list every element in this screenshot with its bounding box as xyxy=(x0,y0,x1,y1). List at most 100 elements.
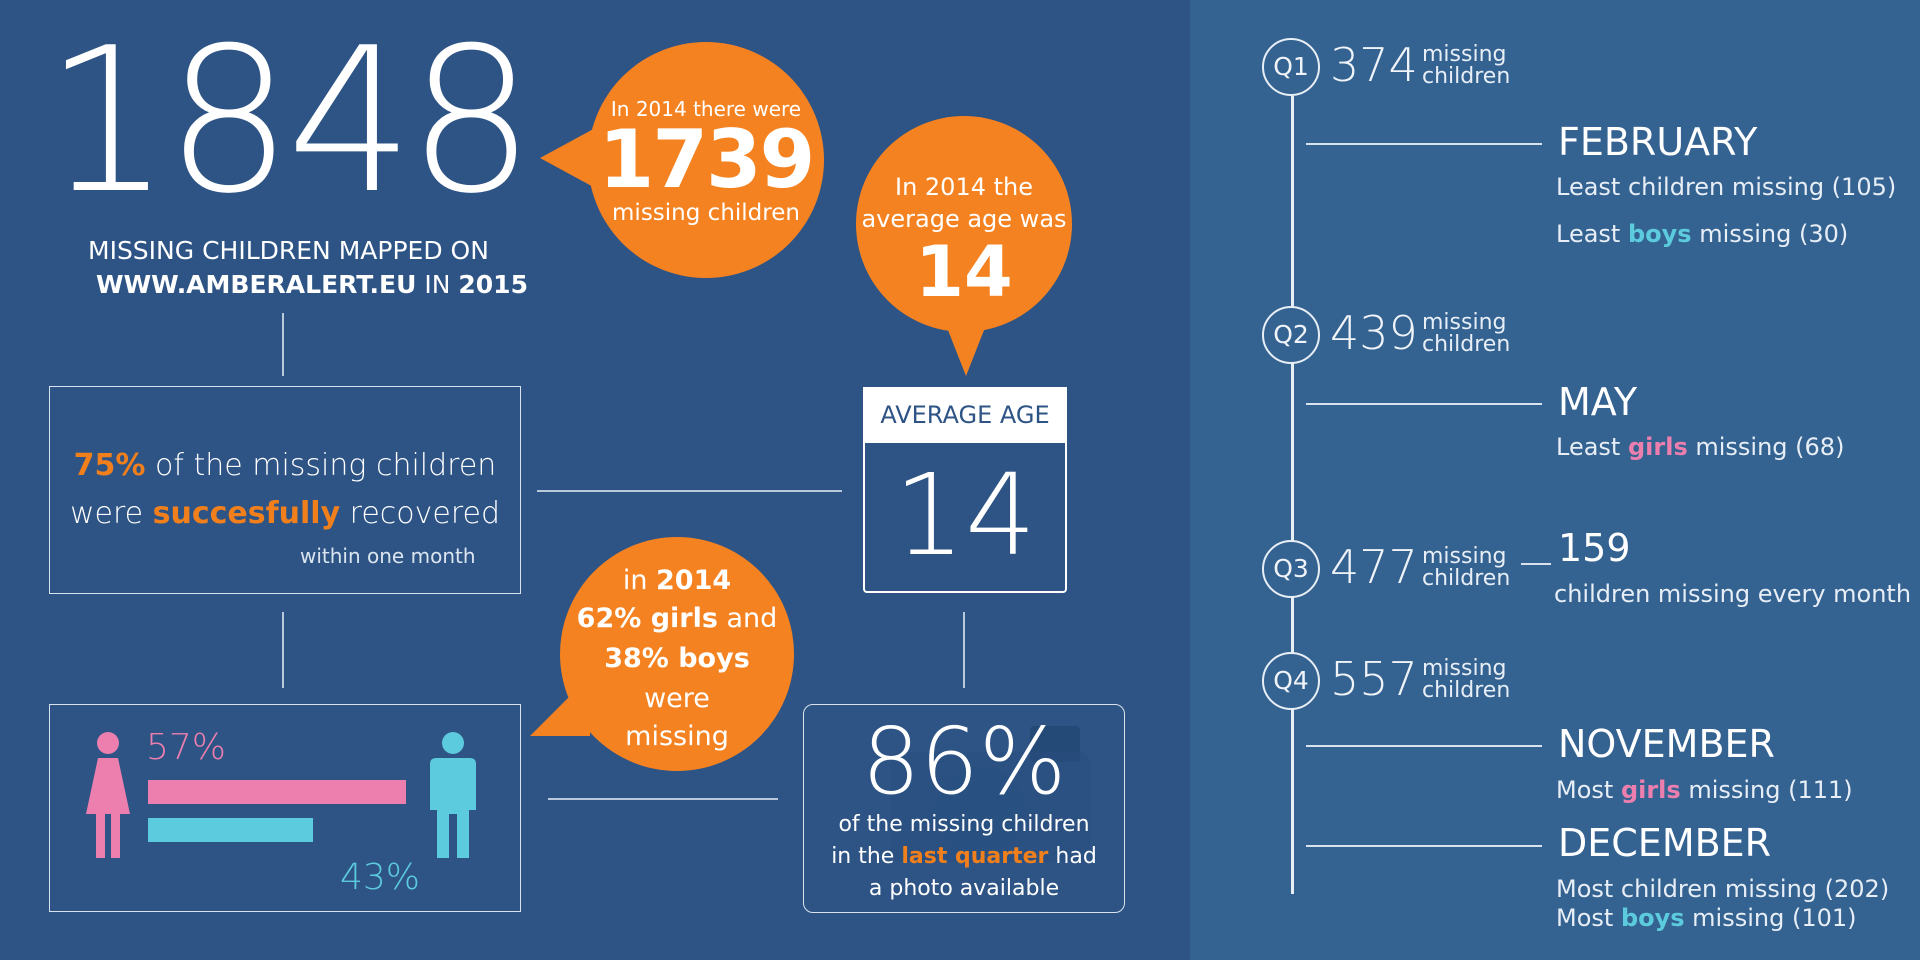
right-panel xyxy=(1190,0,1920,960)
november-l1a: Most xyxy=(1556,776,1621,804)
may-l1hl: girls xyxy=(1627,433,1688,461)
camera-icon xyxy=(890,726,1090,862)
bubble-age xyxy=(856,116,1072,332)
november-title: NOVEMBER xyxy=(1558,722,1775,766)
connector xyxy=(537,490,842,492)
december-line2: Most boys missing (101) xyxy=(1556,904,1857,932)
recovered-box xyxy=(49,386,521,594)
photo-l2a: in the xyxy=(831,844,902,869)
gender-box xyxy=(49,704,521,912)
average-age-value: 14 xyxy=(893,451,1037,581)
bubble-gender-missing: missing xyxy=(625,721,729,752)
photo-pct: 86% xyxy=(861,708,1067,815)
bubble-gender-in: in xyxy=(622,565,657,596)
connector xyxy=(282,612,284,688)
q2-label2: children xyxy=(1422,332,1511,357)
bubble-1739-number: 1739 xyxy=(598,113,816,206)
may-l1b: missing (68) xyxy=(1687,433,1845,461)
per-month-value: 159 xyxy=(1558,526,1631,570)
q1-label2: children xyxy=(1422,64,1511,89)
q1-circle: Q1 xyxy=(1262,38,1320,96)
bubble-gender xyxy=(560,537,794,771)
q4-label1: missing xyxy=(1422,656,1507,681)
timeline-axis xyxy=(1291,96,1294,894)
december-l2a: Most xyxy=(1556,904,1621,932)
photo-l2hl: last quarter xyxy=(901,844,1049,869)
may-title: MAY xyxy=(1558,380,1638,424)
headline-line1: MISSING CHILDREN MAPPED ON xyxy=(88,236,489,265)
february-connector xyxy=(1306,143,1542,145)
headline-number: 1848 xyxy=(44,5,535,238)
february-title: FEBRUARY xyxy=(1558,120,1758,164)
november-connector xyxy=(1306,745,1542,747)
average-age-header xyxy=(863,387,1067,443)
q2-value: 439 xyxy=(1330,306,1418,360)
q1-label1: missing xyxy=(1422,42,1507,67)
q3-label1: missing xyxy=(1422,544,1507,569)
boys-pct: 43% xyxy=(340,857,421,898)
bubble-1739-post: missing children xyxy=(612,200,800,226)
boys-bar xyxy=(148,818,314,842)
bubble-age-tail xyxy=(944,320,988,376)
november-l1hl: girls xyxy=(1620,776,1681,804)
headline-site: WWW.AMBERALERT.EU xyxy=(96,270,417,299)
may-connector xyxy=(1306,403,1542,405)
recovered-line3: within one month xyxy=(300,544,476,568)
headline-line2: WWW.AMBERALERT.EU IN 2015 xyxy=(96,270,528,300)
february-l2b: missing (30) xyxy=(1691,220,1849,248)
bubble-gender-year: 2014 xyxy=(656,565,732,596)
girls-pct: 57% xyxy=(146,727,227,768)
bubble-gender-line1: in 2014 xyxy=(560,562,794,600)
photo-l2b: had xyxy=(1048,844,1097,869)
connector xyxy=(548,798,778,800)
february-line1: Least children missing (105) xyxy=(1556,173,1897,201)
boy-icon xyxy=(430,732,476,858)
recovered-t1: of the missing children xyxy=(145,448,497,483)
bubble-1739-pre: In 2014 there were xyxy=(610,97,802,121)
recovered-line1: 75% of the missing children xyxy=(49,446,521,486)
recovered-t2: were xyxy=(69,496,153,531)
november-line1: Most girls missing (111) xyxy=(1556,776,1853,804)
december-connector xyxy=(1306,845,1542,847)
headline-in: IN xyxy=(416,270,459,299)
recovered-highlight: succesfully xyxy=(152,496,341,531)
per-month-text: children missing every month xyxy=(1554,580,1912,608)
connector xyxy=(282,313,284,376)
photo-line2: in the last quarter had xyxy=(803,842,1125,872)
recovered-line2: were succesfully recovered xyxy=(49,494,521,534)
bubble-gender-were: were xyxy=(644,683,710,714)
november-l1b: missing (111) xyxy=(1680,776,1853,804)
average-age-label: AVERAGE AGE xyxy=(880,401,1050,429)
q4-label2: children xyxy=(1422,678,1511,703)
bubble-gender-girls: 62% girls xyxy=(576,603,718,634)
december-line1: Most children missing (202) xyxy=(1556,875,1890,903)
december-title: DECEMBER xyxy=(1558,821,1772,865)
q3-circle: Q3 xyxy=(1262,540,1320,598)
girl-icon xyxy=(86,732,130,858)
may-line1: Least girls missing (68) xyxy=(1556,433,1844,461)
q2-label1: missing xyxy=(1422,310,1507,335)
photo-line3: a photo available xyxy=(868,876,1060,901)
q2-circle: Q2 xyxy=(1262,306,1320,364)
q4-circle: Q4 xyxy=(1262,652,1320,710)
recovered-t3: recovered xyxy=(340,496,501,531)
girls-bar xyxy=(148,780,406,804)
february-l2hl: boys xyxy=(1627,220,1692,248)
bubble-age-line2: average age was xyxy=(861,205,1067,233)
q3-value: 477 xyxy=(1330,540,1418,594)
bubble-age-line1: In 2014 the xyxy=(894,173,1033,201)
december-l2b: missing (101) xyxy=(1684,904,1857,932)
photo-box xyxy=(803,704,1125,913)
bubble-gender-boys: 38% boys xyxy=(604,643,750,674)
q3-label2: children xyxy=(1422,566,1511,591)
q1-value: 374 xyxy=(1330,38,1418,92)
headline-year: 2015 xyxy=(458,270,528,299)
bubble-gender-line2: 62% girls and xyxy=(560,600,794,638)
bubble-1739 xyxy=(588,42,824,278)
photo-line1: of the missing children xyxy=(838,812,1090,837)
bubble-gender-and: and xyxy=(717,603,778,634)
february-line2: Least boys missing (30) xyxy=(1556,220,1848,248)
february-l2a: Least xyxy=(1556,220,1628,248)
connector xyxy=(963,612,965,688)
december-l2hl: boys xyxy=(1620,904,1685,932)
